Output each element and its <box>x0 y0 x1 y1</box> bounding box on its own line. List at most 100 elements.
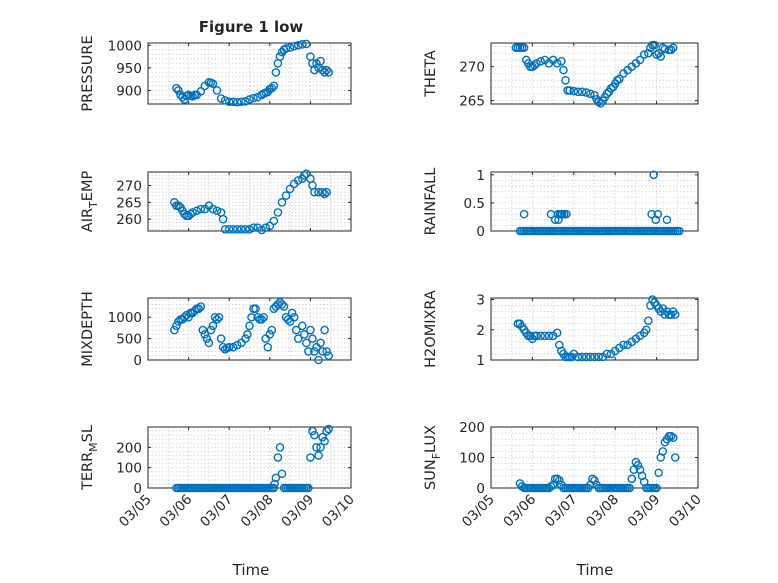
data-point <box>228 225 238 234</box>
data-point <box>322 187 331 197</box>
data-point <box>320 436 329 446</box>
data-point <box>228 97 238 107</box>
data-point <box>174 86 183 95</box>
data-point <box>635 55 645 65</box>
data-point <box>192 206 202 216</box>
data-point <box>546 482 556 491</box>
data-point <box>577 352 587 362</box>
data-point <box>293 176 303 185</box>
data-point <box>536 331 545 341</box>
data-point <box>594 352 603 362</box>
data-point <box>285 184 295 194</box>
air-temp-y-axis-label: AIRTEMP <box>80 171 100 233</box>
y-tick-label: 265 <box>116 195 142 211</box>
data-point <box>243 330 252 339</box>
data-point <box>627 474 637 484</box>
data-point <box>228 342 238 352</box>
data-point <box>220 225 230 234</box>
data-point <box>297 40 307 49</box>
data-point <box>172 321 181 331</box>
data-point <box>241 225 250 234</box>
data-point <box>318 432 327 442</box>
air-temp-series <box>170 169 331 235</box>
y-tick-label: 0 <box>133 353 142 369</box>
data-point <box>300 330 309 339</box>
data-point <box>202 334 212 343</box>
data-point <box>322 347 331 356</box>
y-tick-label: 100 <box>116 461 142 477</box>
data-point <box>519 209 529 219</box>
data-point <box>188 92 197 101</box>
data-point <box>544 331 554 341</box>
data-point <box>208 79 218 88</box>
data-point <box>273 453 283 462</box>
data-point <box>241 96 250 106</box>
data-point <box>304 483 313 493</box>
h2omixra-y-axis-label: H2OMIXRA <box>423 290 439 368</box>
data-point <box>314 187 323 197</box>
data-point <box>289 41 299 51</box>
air-temp-axes-box <box>147 171 352 232</box>
y-tick-label: 1000 <box>108 310 142 326</box>
data-point <box>194 304 204 313</box>
subplot-theta: 265 270 THETA <box>423 40 699 110</box>
data-point <box>662 215 672 225</box>
data-point <box>304 347 313 356</box>
data-point <box>559 65 568 75</box>
data-point <box>581 352 591 362</box>
rainfall-y-axis-label: RAINFALL <box>423 168 439 236</box>
data-point <box>218 342 228 352</box>
data-point <box>174 317 183 326</box>
data-point <box>322 426 331 436</box>
data-point <box>656 52 666 61</box>
data-point <box>200 330 210 339</box>
y-tick-label: 900 <box>116 83 142 99</box>
data-point <box>208 321 218 331</box>
theta-axes-box <box>490 42 699 105</box>
data-point <box>180 312 189 322</box>
data-point <box>314 355 323 365</box>
pressure-axes-box <box>147 42 352 105</box>
data-point <box>586 352 595 362</box>
data-point <box>668 433 678 442</box>
y-tick-label: 3 <box>476 293 485 309</box>
data-point <box>532 59 541 68</box>
data-point <box>271 473 281 483</box>
data-point <box>675 226 684 236</box>
data-point <box>312 443 321 452</box>
data-point <box>594 97 603 107</box>
data-point <box>670 310 680 319</box>
data-point <box>210 312 220 322</box>
data-point <box>281 191 291 200</box>
data-point <box>310 430 319 440</box>
data-point <box>552 59 562 68</box>
data-point <box>652 50 661 59</box>
data-point <box>602 349 612 359</box>
data-point <box>190 306 199 316</box>
subplot-h2omixra: 1 2 3 H2OMIXRA <box>423 290 699 369</box>
data-point <box>275 443 285 452</box>
data-point <box>308 426 317 436</box>
data-point <box>259 312 269 322</box>
data-point <box>265 221 275 231</box>
data-point <box>251 304 260 313</box>
data-point <box>654 468 663 478</box>
data-point <box>540 331 550 341</box>
rainfall-series <box>515 170 684 236</box>
data-point <box>241 334 250 343</box>
data-point <box>310 187 319 197</box>
data-point <box>245 321 254 331</box>
data-point <box>565 86 574 95</box>
data-point <box>249 93 258 103</box>
data-point <box>639 50 649 59</box>
sun-flux-y-axis-label: SUNFLUX <box>423 425 443 490</box>
data-point <box>577 87 587 97</box>
data-point <box>318 187 327 197</box>
data-point <box>279 302 289 311</box>
data-point <box>198 325 208 335</box>
y-tick-label: 500 <box>116 332 142 348</box>
data-point <box>293 40 303 50</box>
data-point <box>644 316 653 325</box>
y-tick-label: 270 <box>459 60 485 76</box>
